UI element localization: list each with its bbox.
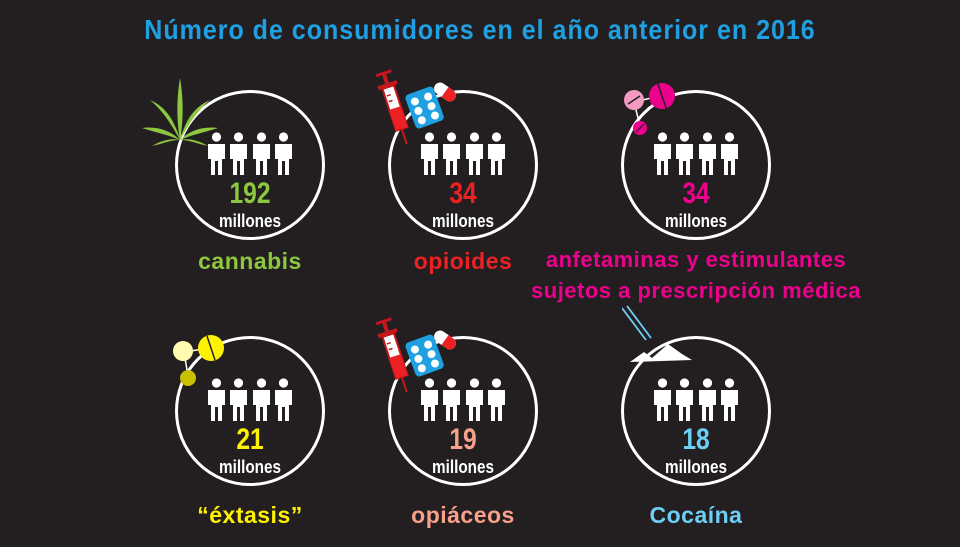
drug-label-line: sujetos a prescripción médica [531, 278, 861, 303]
drug-label-anfetaminas: anfetaminas y estimulantes sujetos a pre… [510, 244, 882, 306]
stat-unit: millones [431, 211, 495, 231]
syringe-pills-icon [375, 69, 456, 145]
stat-circle [388, 336, 538, 486]
stat-unit: millones [218, 211, 282, 231]
drug-label-cannabis: cannabis [198, 248, 302, 274]
stat-count: 34 [682, 177, 710, 210]
stat-card-cannabis: 192 millones [175, 90, 325, 240]
stat-card-cocaina: 18 millones [621, 336, 771, 486]
cannabis-leaf-icon [142, 78, 218, 146]
stat-unit: millones [218, 457, 282, 477]
person-icon [465, 378, 484, 422]
person-icon [420, 378, 439, 422]
person-icon [207, 132, 226, 176]
person-icon [274, 132, 293, 176]
stat-count: 192 [229, 177, 271, 210]
person-icon [274, 378, 293, 422]
page-title: Número de consumidores en el año anterio… [144, 14, 816, 46]
drug-label-cocaina: Cocaína [649, 502, 743, 528]
people-icons [653, 378, 739, 422]
drug-label-extasis: “éxtasis” [197, 502, 303, 528]
person-icon [720, 378, 739, 422]
cocaine-lines-icon [622, 305, 692, 362]
stat-circle [621, 90, 771, 240]
person-icon [252, 378, 271, 422]
stat-card-extasis: 21 millones [175, 336, 325, 486]
people-icons [653, 132, 739, 176]
person-icon [698, 378, 717, 422]
person-icon [442, 378, 461, 422]
stat-unit: millones [664, 211, 728, 231]
person-icon [698, 132, 717, 176]
person-icon [420, 132, 439, 176]
people-icons [207, 132, 293, 176]
stat-count: 21 [236, 423, 264, 456]
stat-count: 19 [449, 423, 477, 456]
drug-label-opiaceos: opiáceos [411, 502, 515, 528]
syringe-pills-icon [375, 317, 456, 393]
person-icon [207, 378, 226, 422]
person-icon [229, 378, 248, 422]
stat-count: 18 [682, 423, 710, 456]
people-icons [207, 378, 293, 422]
person-icon [720, 132, 739, 176]
person-icon [252, 132, 271, 176]
stat-unit: millones [664, 457, 728, 477]
person-icon [465, 132, 484, 176]
stat-circle [175, 336, 325, 486]
stat-circle [175, 90, 325, 240]
person-icon [653, 132, 672, 176]
stat-count: 34 [449, 177, 477, 210]
people-icons [420, 378, 506, 422]
person-icon [487, 132, 506, 176]
yellow-pills-icon [173, 335, 224, 386]
drug-label-line: anfetaminas y estimulantes [545, 247, 847, 272]
stat-unit: millones [431, 457, 495, 477]
person-icon [229, 132, 248, 176]
stat-card-opioides: 34 millones [388, 90, 538, 240]
person-icon [675, 378, 694, 422]
stat-circle [388, 90, 538, 240]
pink-pills-icon [624, 83, 675, 135]
stat-circle [621, 336, 771, 486]
drug-label-opioides: opioides [413, 248, 513, 274]
person-icon [675, 132, 694, 176]
person-icon [653, 378, 672, 422]
stat-card-anfetaminas: 34 millones [621, 90, 771, 240]
person-icon [442, 132, 461, 176]
stat-card-opiaceos: 19 millones [388, 336, 538, 486]
person-icon [487, 378, 506, 422]
people-icons [420, 132, 506, 176]
